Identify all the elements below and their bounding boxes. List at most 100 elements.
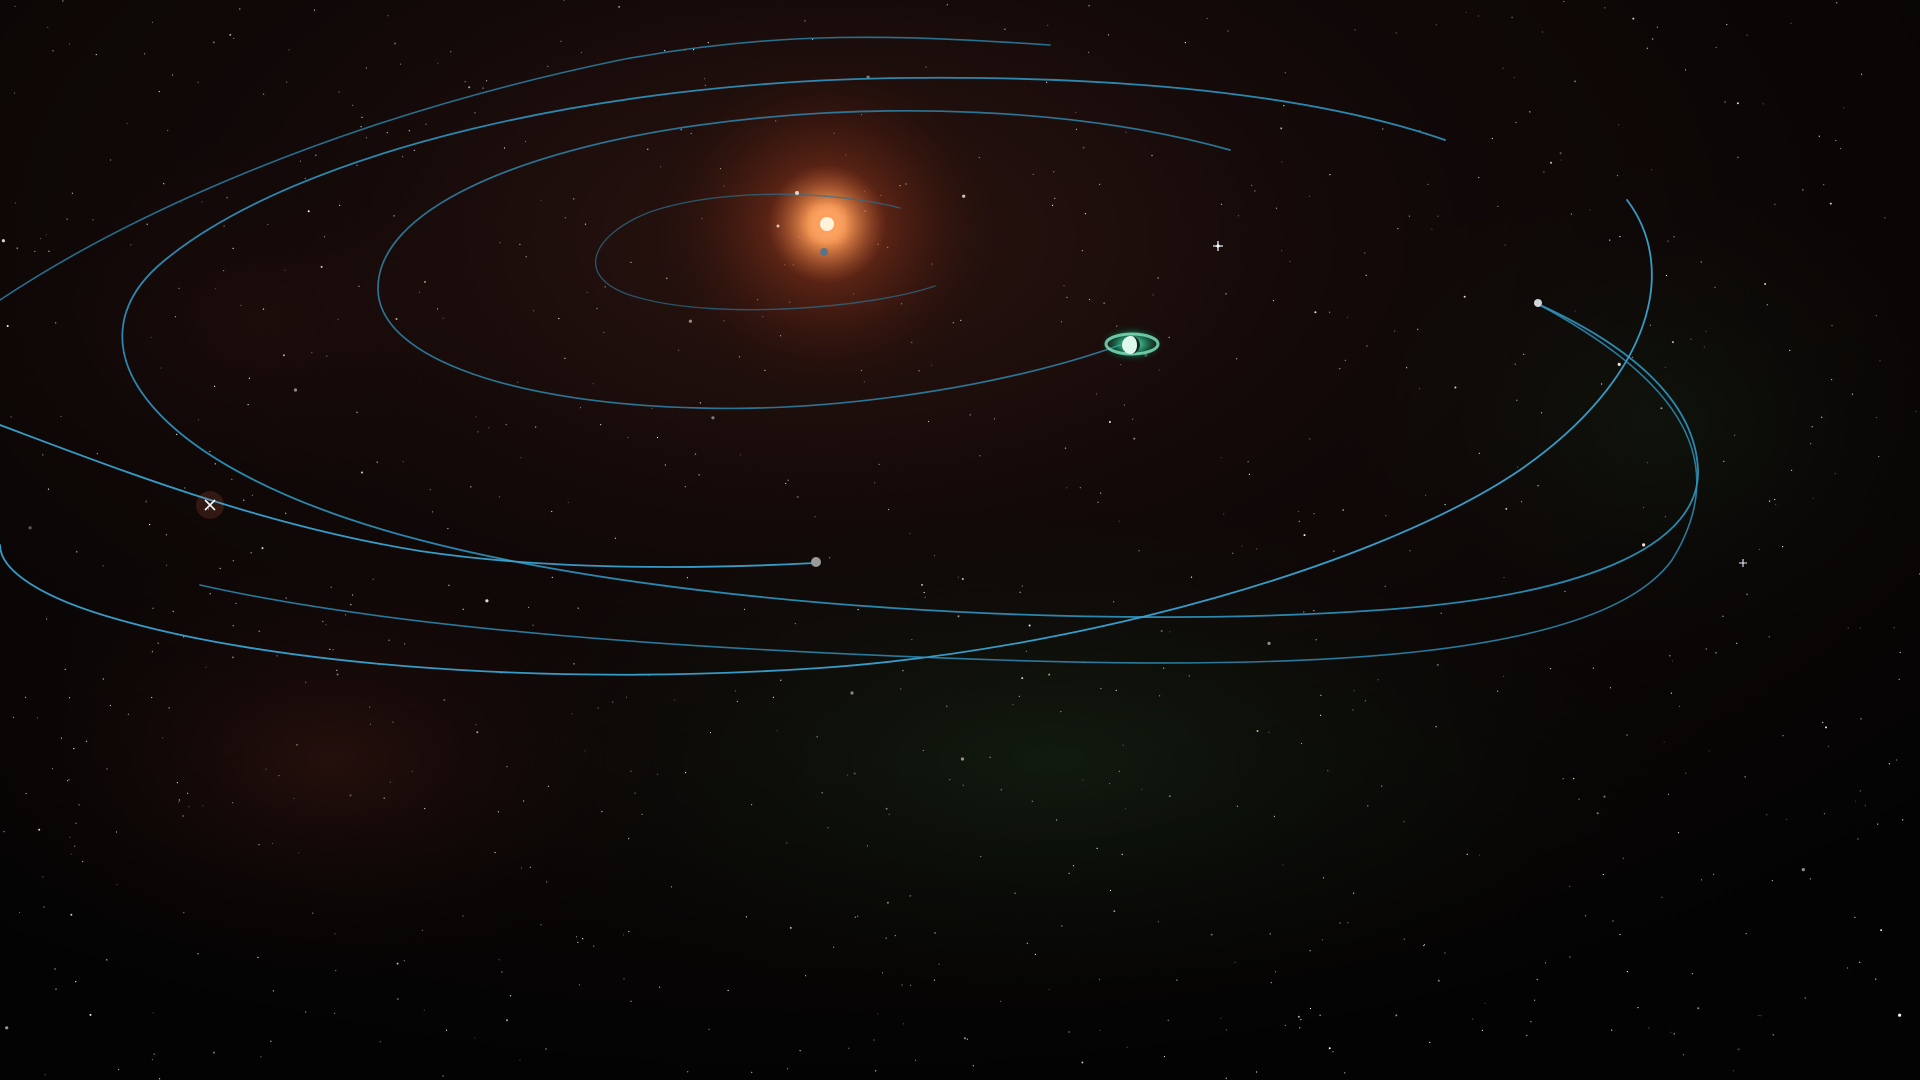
background-star [1064,447,1067,449]
background-star [150,336,152,339]
background-star [751,1071,753,1073]
background-star [1394,330,1396,332]
background-star [1737,156,1739,158]
ringed-planet[interactable] [1100,326,1164,362]
background-star [1048,673,1051,676]
background-star [1670,692,1672,694]
star[interactable] [811,208,843,240]
background-star [1502,67,1504,69]
background-star [972,1065,974,1067]
background-star [1344,1072,1346,1074]
background-star [656,436,659,439]
background-star [1663,741,1665,743]
background-star [780,679,782,681]
background-star [1436,663,1439,666]
background-star [786,842,788,844]
background-star [437,62,439,64]
background-star [1075,128,1078,130]
inner-planet[interactable] [820,248,828,256]
orbit-6[interactable] [0,424,816,568]
background-star [1678,705,1680,707]
background-star [1570,213,1572,215]
background-star [1744,776,1746,778]
background-star [349,794,352,797]
background-star [1284,1024,1286,1026]
background-star [70,853,72,855]
background-star [1167,1019,1169,1022]
background-star [1745,933,1747,935]
background-star [1569,885,1571,888]
background-star [288,49,290,51]
background-star [934,555,936,557]
background-star [1619,236,1621,238]
orbit-7[interactable] [199,303,1698,664]
background-star [172,74,174,76]
background-star [980,855,982,858]
outer-planet[interactable] [1534,299,1542,307]
background-star [772,696,775,699]
background-star [424,807,426,810]
background-star [337,318,339,320]
orbit-2[interactable] [377,109,1231,410]
background-star [1342,509,1345,511]
background-star [497,811,499,813]
background-star [1408,215,1410,217]
background-star [1384,585,1386,588]
background-star [1395,32,1397,34]
background-star [312,912,314,914]
orbit-4[interactable] [0,36,1051,301]
background-star [506,766,508,768]
background-star [1397,228,1399,230]
background-star [116,883,118,886]
background-star [1409,550,1411,552]
background-star [612,701,614,703]
background-star [1113,910,1116,913]
background-star [258,844,260,846]
orbit-1[interactable] [594,193,936,311]
system-marker-icon[interactable] [196,491,224,519]
background-star [96,453,98,455]
background-star [1829,202,1832,205]
distant-star-icon[interactable] [1213,241,1223,251]
background-star [71,192,73,194]
planet-body [1122,336,1140,354]
background-star [1056,819,1058,821]
background-star [1163,1055,1166,1058]
background-star [564,217,566,219]
background-star [1603,795,1606,798]
background-star [805,975,807,977]
distant-star-icon[interactable] [1739,559,1747,567]
outer-planet[interactable] [811,557,821,567]
background-star [1526,1034,1528,1036]
background-star [144,53,146,55]
background-star [734,690,737,692]
background-star [1617,362,1621,366]
background-star [152,607,154,609]
nebula-cloud [0,540,690,980]
background-star [1123,404,1125,406]
background-star [60,737,63,739]
orbit-3[interactable] [121,76,1699,618]
background-star [1122,744,1124,746]
background-star [1746,34,1748,36]
background-star [402,461,404,463]
background-star [694,453,697,455]
background-star [1079,487,1081,489]
background-star [1125,131,1127,133]
background-star [1320,694,1322,696]
background-star [14,5,16,7]
background-star [1859,961,1861,963]
background-star [1169,631,1171,633]
background-star [1247,461,1249,463]
background-star [1859,790,1861,792]
background-star [48,250,50,252]
background-star [571,713,573,715]
background-star [900,688,902,690]
background-star [1736,102,1739,105]
orbit-5[interactable] [0,199,1653,676]
background-star [630,1000,632,1002]
background-star [296,744,298,746]
background-star [1096,847,1098,850]
